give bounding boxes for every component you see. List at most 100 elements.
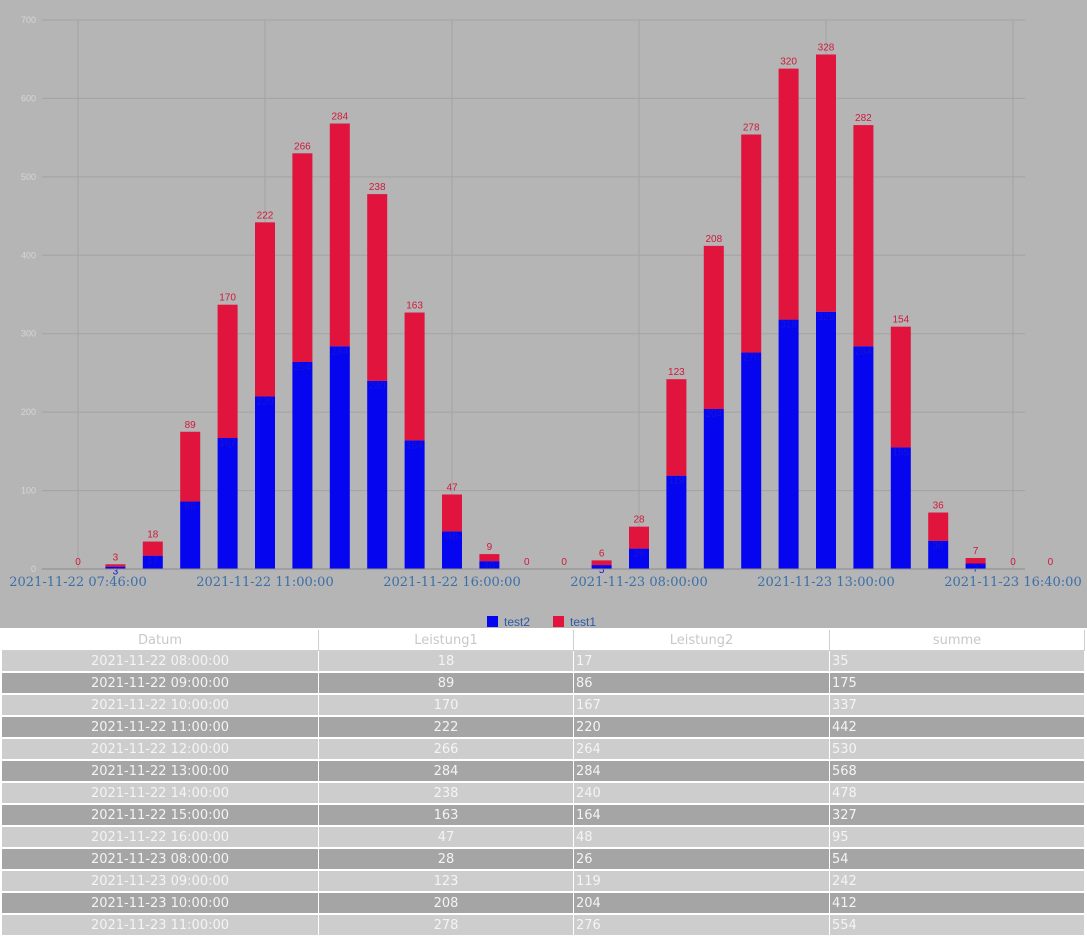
data-label-test1: 0 bbox=[75, 557, 81, 568]
cell-leistung1: 47 bbox=[319, 827, 574, 849]
bar-test1 bbox=[367, 194, 388, 381]
cell-summe: 442 bbox=[830, 717, 1085, 739]
cell-leistung2: 204 bbox=[574, 893, 830, 915]
legend-swatch-test1 bbox=[553, 616, 564, 627]
data-label-test2: 220 bbox=[257, 396, 274, 407]
legend-label-test2: test2 bbox=[504, 615, 530, 628]
cell-datum: 2021-11-22 15:00:00 bbox=[2, 805, 319, 827]
x-tick-label: 2021-11-23 13:00:00 bbox=[757, 575, 894, 590]
cell-leistung1: 278 bbox=[319, 915, 574, 937]
cell-leistung2: 17 bbox=[574, 651, 830, 673]
cell-summe: 54 bbox=[830, 849, 1085, 871]
data-label-test2: 10 bbox=[484, 561, 496, 572]
data-label-test1: 9 bbox=[487, 542, 493, 553]
cell-datum: 2021-11-23 08:00:00 bbox=[2, 849, 319, 871]
data-label-test2: 240 bbox=[369, 381, 386, 392]
data-label-test2: 164 bbox=[406, 440, 423, 451]
table-row: 2021-11-23 08:00:00 28 26 54 bbox=[2, 849, 1085, 871]
data-label-test2: 318 bbox=[780, 320, 797, 331]
data-label-test1: 278 bbox=[743, 123, 760, 134]
cell-summe: 568 bbox=[830, 761, 1085, 783]
cell-leistung2: 164 bbox=[574, 805, 830, 827]
cell-datum: 2021-11-23 09:00:00 bbox=[2, 871, 319, 893]
bar-test2 bbox=[292, 361, 313, 569]
bar-test2 bbox=[629, 548, 649, 569]
cell-datum: 2021-11-22 16:00:00 bbox=[2, 827, 319, 849]
cell-leistung1: 163 bbox=[319, 805, 574, 827]
cell-leistung2: 284 bbox=[574, 761, 830, 783]
bar-test1 bbox=[217, 304, 238, 439]
data-table: Datum Leistung1 Leistung2 summe 2021-11-… bbox=[2, 630, 1085, 937]
data-label-test2: 167 bbox=[219, 438, 236, 449]
bar-test2 bbox=[329, 346, 350, 569]
table-row: 2021-11-22 11:00:00 222 220 442 bbox=[2, 717, 1085, 739]
bar-test1 bbox=[629, 526, 649, 549]
header-leistung2[interactable]: Leistung2 bbox=[574, 630, 830, 651]
bar-test1 bbox=[292, 153, 313, 362]
data-label-test1: 282 bbox=[855, 113, 872, 124]
data-label-test2: 48 bbox=[446, 531, 458, 542]
data-label-test2: 86 bbox=[185, 502, 197, 513]
header-datum[interactable]: Datum bbox=[2, 630, 319, 651]
y-tick-label: 400 bbox=[21, 250, 36, 260]
data-label-test1: 89 bbox=[185, 420, 197, 431]
data-label-test1: 0 bbox=[1010, 557, 1016, 568]
x-tick-label: 2021-11-22 11:00:00 bbox=[196, 575, 333, 590]
bar-test1 bbox=[442, 494, 462, 532]
cell-datum: 2021-11-22 10:00:00 bbox=[2, 695, 319, 717]
table-row: 2021-11-23 09:00:00 123 119 242 bbox=[2, 871, 1085, 893]
cell-leistung1: 208 bbox=[319, 893, 574, 915]
y-tick-label: 500 bbox=[21, 172, 36, 182]
legend-label-test1: test1 bbox=[570, 615, 596, 628]
bar-test2 bbox=[666, 475, 687, 569]
cell-leistung1: 170 bbox=[319, 695, 574, 717]
y-tick-label: 100 bbox=[21, 486, 36, 496]
cell-leistung2: 220 bbox=[574, 717, 830, 739]
table-row: 2021-11-22 15:00:00 163 164 327 bbox=[2, 805, 1085, 827]
cell-datum: 2021-11-22 13:00:00 bbox=[2, 761, 319, 783]
bar-test1 bbox=[890, 326, 911, 448]
bar-test1 bbox=[741, 134, 762, 353]
data-labels: 0 331817898617016722222026626428428423824… bbox=[75, 43, 1053, 578]
bar-test1 bbox=[853, 125, 874, 347]
y-tick-label: 300 bbox=[21, 329, 36, 339]
data-label-test1: 18 bbox=[147, 530, 159, 541]
data-label-test2: 204 bbox=[705, 409, 722, 420]
table-header-row: Datum Leistung1 Leistung2 summe bbox=[2, 630, 1085, 651]
bar-test1 bbox=[778, 68, 799, 320]
bar-test1 bbox=[404, 312, 425, 441]
bar-test2 bbox=[367, 380, 388, 569]
bar-test1 bbox=[142, 541, 163, 556]
bar-test1 bbox=[479, 554, 500, 562]
table-row: 2021-11-22 12:00:00 266 264 530 bbox=[2, 739, 1085, 761]
bar-test2 bbox=[142, 555, 163, 569]
data-label-test2: 119 bbox=[668, 476, 684, 487]
cell-leistung1: 18 bbox=[319, 651, 574, 673]
legend: test2 test1 bbox=[487, 615, 596, 628]
cell-summe: 242 bbox=[830, 871, 1085, 893]
cell-summe: 412 bbox=[830, 893, 1085, 915]
y-tick-label: 200 bbox=[21, 407, 36, 417]
cell-leistung1: 89 bbox=[319, 673, 574, 695]
chart-panel: 0 3 3 18 17 89 86 170 167 222 220 266 264 284 284 238 24… bbox=[0, 0, 1087, 628]
data-label-test1: 170 bbox=[219, 293, 236, 304]
cell-summe: 554 bbox=[830, 915, 1085, 937]
data-label-test1: 47 bbox=[446, 482, 458, 493]
header-leistung1[interactable]: Leistung1 bbox=[319, 630, 574, 651]
data-label-test1: 123 bbox=[668, 367, 685, 378]
data-label-test1: 238 bbox=[369, 182, 386, 193]
cell-leistung2: 86 bbox=[574, 673, 830, 695]
header-summe[interactable]: summe bbox=[830, 630, 1085, 651]
cell-leistung2: 276 bbox=[574, 915, 830, 937]
data-label-test1: 163 bbox=[406, 301, 423, 312]
data-label-test1: 0 bbox=[1048, 557, 1054, 568]
table-row: 2021-11-22 10:00:00 170 167 337 bbox=[2, 695, 1085, 717]
data-label-test1: 320 bbox=[780, 57, 797, 68]
cell-leistung2: 240 bbox=[574, 783, 830, 805]
cell-summe: 35 bbox=[830, 651, 1085, 673]
bar-test2 bbox=[105, 566, 126, 569]
bar-test1 bbox=[329, 123, 350, 347]
bar-test2 bbox=[442, 531, 462, 569]
y-tick-label: 0 bbox=[31, 564, 36, 574]
data-label-test2: 36 bbox=[933, 541, 945, 552]
